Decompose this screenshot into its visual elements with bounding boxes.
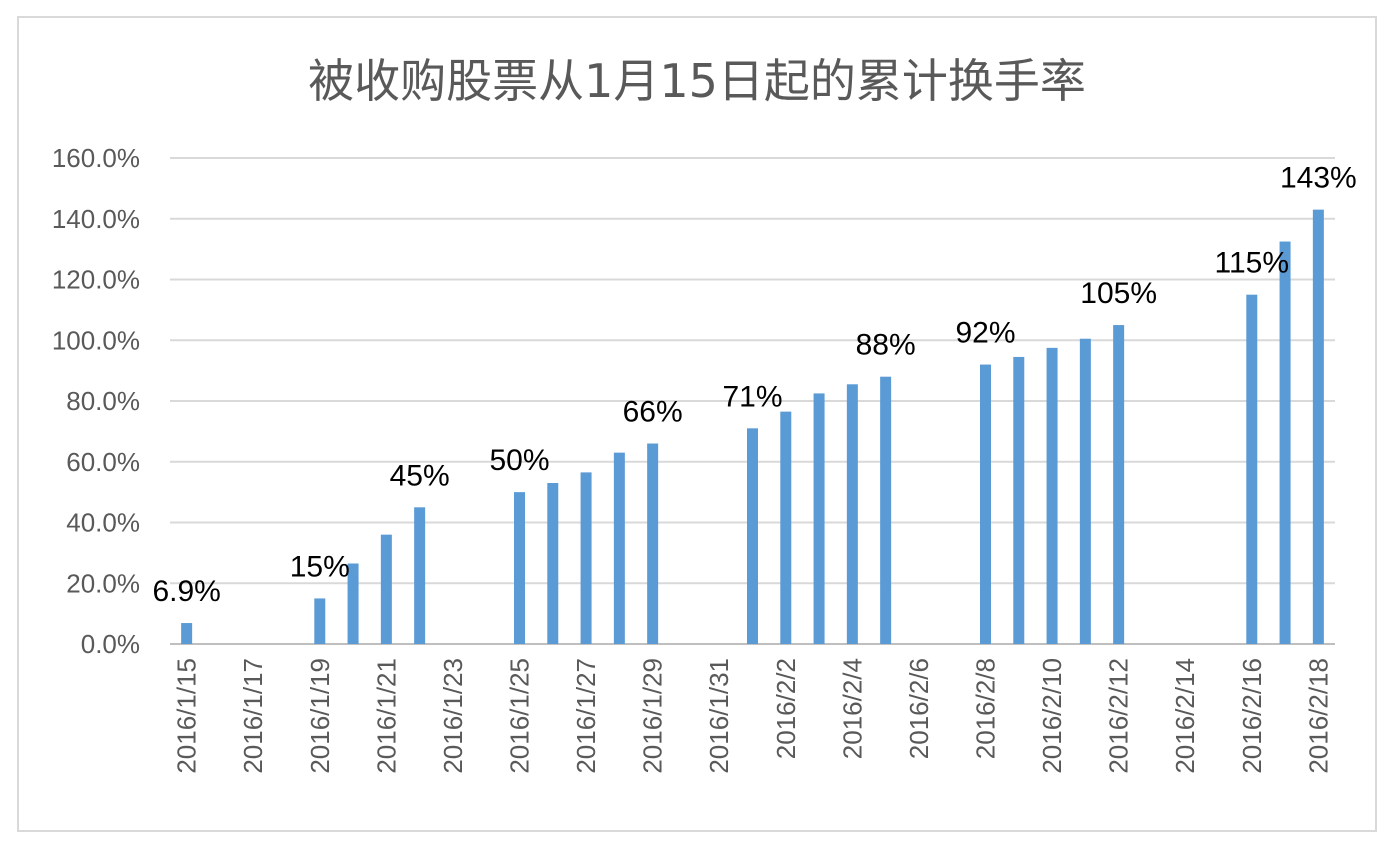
y-tick-label: 140.0% — [52, 204, 140, 234]
bar — [1013, 356, 1025, 644]
y-tick-label: 0.0% — [81, 629, 140, 659]
y-tick-label: 100.0% — [52, 325, 140, 355]
bar — [580, 472, 592, 644]
y-tick-label: 20.0% — [66, 568, 140, 598]
y-tick-label: 80.0% — [66, 386, 140, 416]
x-tick-label: 2016/1/25 — [505, 658, 535, 774]
y-tick-label: 120.0% — [52, 265, 140, 295]
bar — [880, 376, 892, 644]
x-tick-label: 2016/2/2 — [771, 658, 801, 759]
bar — [1312, 209, 1324, 644]
bar — [314, 598, 326, 644]
y-tick-label: 40.0% — [66, 508, 140, 538]
bar — [846, 384, 858, 644]
gridlines — [170, 157, 1335, 645]
bar — [1046, 347, 1058, 644]
data-label: 71% — [722, 380, 782, 413]
x-tick-label: 2016/1/21 — [371, 658, 401, 774]
x-tick-label: 2016/1/27 — [571, 658, 601, 774]
x-tick-label: 2016/2/4 — [837, 658, 867, 759]
data-label: 115% — [1215, 247, 1290, 280]
data-label: 66% — [623, 396, 683, 429]
y-tick-label: 60.0% — [66, 447, 140, 477]
bar — [1113, 325, 1125, 644]
bar — [647, 443, 659, 644]
x-tick-label: 2016/2/12 — [1104, 658, 1134, 774]
data-label: 50% — [489, 444, 549, 477]
bar — [414, 507, 426, 644]
bar — [747, 428, 758, 644]
x-axis-ticks: 2016/1/15 2016/1/17 2016/1/19 2016/1/21 2016… — [172, 658, 1334, 774]
y-tick-label: 160.0% — [52, 143, 140, 173]
data-label: 88% — [856, 329, 916, 362]
data-label: 105% — [1080, 277, 1157, 310]
x-tick-label: 2016/1/19 — [305, 658, 335, 774]
x-tick-label: 2016/2/6 — [904, 658, 934, 759]
x-tick-label: 2016/2/18 — [1303, 658, 1333, 774]
bar — [347, 563, 359, 644]
bar — [780, 411, 792, 644]
bar — [1079, 338, 1091, 644]
bars — [181, 209, 1324, 644]
data-labels: 6.9% 15% 45% 50% 66% 71% 88% 92% 105% 115% 143% — [152, 162, 1356, 608]
chart-title: 被收购股票从1月15日起的累计换手率 — [308, 54, 1086, 108]
bar — [613, 452, 625, 644]
data-label: 6.9% — [152, 575, 220, 608]
data-label: 45% — [390, 459, 450, 492]
bar — [181, 623, 193, 644]
bar — [980, 364, 991, 644]
x-tick-label: 2016/2/14 — [1170, 658, 1200, 774]
x-tick-label: 2016/1/29 — [638, 658, 668, 774]
chart-frame — [17, 16, 1377, 832]
bar — [1246, 294, 1258, 644]
bar — [547, 483, 559, 644]
bar — [514, 492, 525, 644]
x-tick-label: 2016/1/31 — [704, 658, 734, 774]
x-tick-label: 2016/2/16 — [1237, 658, 1267, 774]
bar — [1279, 241, 1291, 644]
x-tick-label: 2016/1/15 — [172, 658, 202, 774]
x-tick-label: 2016/2/8 — [971, 658, 1001, 759]
data-label: 92% — [955, 317, 1015, 350]
data-label: 15% — [290, 550, 350, 583]
x-tick-label: 2016/1/23 — [438, 658, 468, 774]
y-axis-ticks: 0.0% 20.0% 40.0% 60.0% 80.0% 100.0% 120.0% 140.… — [52, 143, 140, 659]
data-label: 143% — [1280, 162, 1357, 195]
x-tick-label: 2016/2/10 — [1037, 658, 1067, 774]
bar — [813, 393, 825, 644]
x-tick-label: 2016/1/17 — [238, 658, 268, 774]
bar — [380, 534, 392, 644]
